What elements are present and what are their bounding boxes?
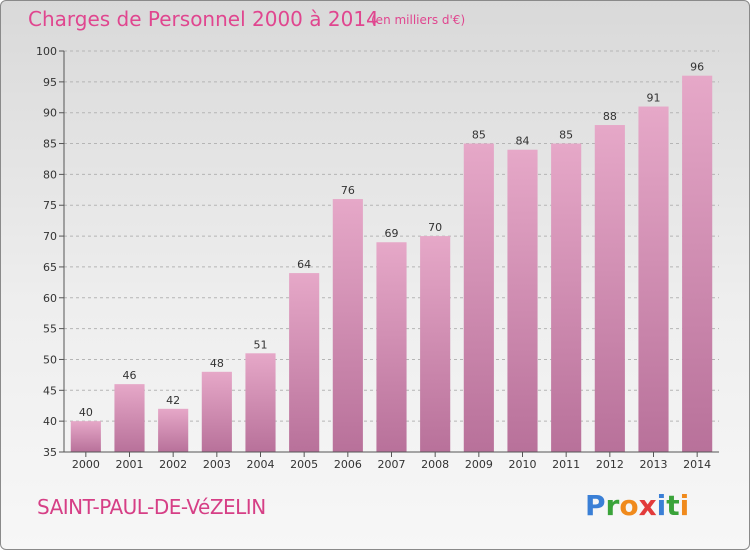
bar-2001 — [114, 384, 145, 452]
bar-2014 — [682, 75, 713, 452]
bar-2011 — [551, 143, 582, 453]
x-tick-label: 2013 — [640, 458, 668, 471]
value-label: 88 — [603, 110, 617, 123]
x-tick-label: 2007 — [378, 458, 406, 471]
bar-2004 — [245, 353, 276, 452]
x-tick-label: 2006 — [334, 458, 362, 471]
y-tick-label: 95 — [43, 76, 57, 89]
logo-letter: t — [666, 489, 680, 522]
logo-letter: x — [638, 489, 657, 522]
y-tick-label: 100 — [36, 45, 57, 58]
value-label: 51 — [254, 338, 268, 351]
value-label: 42 — [166, 394, 180, 407]
x-tick-label: 2002 — [159, 458, 187, 471]
value-label: 40 — [79, 406, 93, 419]
y-tick-label: 70 — [43, 230, 57, 243]
value-label: 64 — [297, 258, 311, 271]
y-tick-label: 45 — [43, 384, 57, 397]
x-tick-label: 2009 — [465, 458, 493, 471]
bar-2008 — [420, 236, 451, 452]
x-tick-label: 2004 — [247, 458, 275, 471]
x-tick-label: 2012 — [596, 458, 624, 471]
value-label: 84 — [516, 135, 530, 148]
value-label: 85 — [472, 129, 486, 142]
bar-2010 — [507, 149, 538, 452]
chart-subtitle: (en milliers d'€) — [371, 13, 466, 27]
x-tick-label: 2011 — [552, 458, 580, 471]
bar-2006 — [332, 199, 363, 452]
value-label: 85 — [559, 129, 573, 142]
value-label: 96 — [690, 61, 704, 74]
x-tick-label: 2001 — [116, 458, 144, 471]
x-tick-label: 2000 — [72, 458, 100, 471]
x-tick-label: 2003 — [203, 458, 231, 471]
x-tick-label: 2014 — [683, 458, 711, 471]
y-tick-label: 80 — [43, 168, 57, 181]
value-label: 76 — [341, 184, 355, 197]
x-tick-label: 2010 — [509, 458, 537, 471]
logo-letter: r — [605, 489, 620, 522]
y-tick-label: 55 — [43, 323, 57, 336]
y-tick-label: 50 — [43, 353, 57, 366]
bar-2007 — [376, 242, 407, 452]
bar-2000 — [70, 421, 101, 452]
bar-2003 — [201, 371, 232, 452]
value-label: 69 — [385, 227, 399, 240]
logo-letter: o — [619, 489, 639, 522]
bar-2005 — [289, 273, 320, 452]
chart-title: Charges de Personnel 2000 à 2014 — [28, 7, 379, 31]
logo-letter: i — [656, 489, 667, 522]
value-label: 48 — [210, 357, 224, 370]
bar-2013 — [638, 106, 669, 453]
y-tick-label: 35 — [43, 446, 57, 459]
bar-2012 — [594, 125, 625, 453]
place-name: SAINT-PAUL-DE-VéZELIN — [37, 495, 266, 519]
y-tick-label: 60 — [43, 292, 57, 305]
value-label: 91 — [647, 92, 661, 105]
y-tick-label: 75 — [43, 199, 57, 212]
y-tick-label: 40 — [43, 415, 57, 428]
logo-letter: P — [585, 489, 606, 522]
x-tick-label: 2008 — [421, 458, 449, 471]
y-tick-label: 90 — [43, 107, 57, 120]
y-tick-label: 85 — [43, 138, 57, 151]
value-label: 46 — [123, 369, 137, 382]
value-label: 70 — [428, 221, 442, 234]
proxiti-logo[interactable]: Proxiti — [585, 489, 689, 522]
x-tick-label: 2005 — [290, 458, 318, 471]
y-tick-label: 65 — [43, 261, 57, 274]
logo-letter: i — [679, 489, 690, 522]
bar-2009 — [463, 143, 494, 453]
bar-2002 — [158, 408, 189, 452]
